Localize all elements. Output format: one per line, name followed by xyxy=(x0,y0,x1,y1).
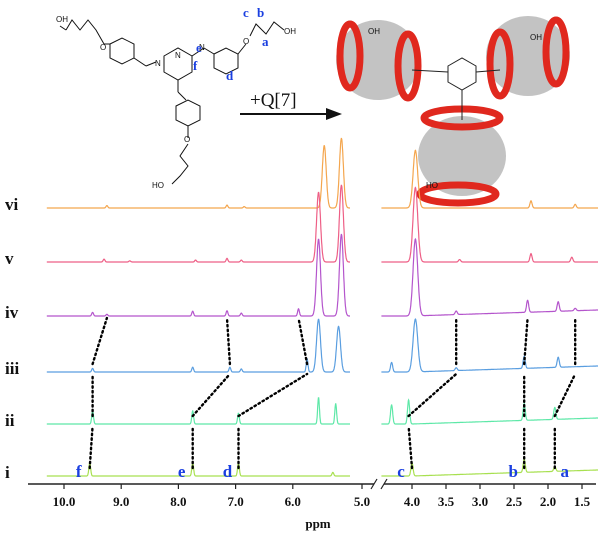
spectrum-line-vi-left xyxy=(46,137,350,209)
peak-label-e: e xyxy=(178,462,186,481)
cucurbituril-cage-right xyxy=(486,16,570,100)
shift-link-0-0 xyxy=(88,424,94,470)
reaction-scheme: OH O N N N O OH O HO a b c d e f +Q[7] xyxy=(56,5,570,207)
shift-correlation-lines xyxy=(88,316,577,470)
cooh-label-cage-left: OH xyxy=(368,27,380,36)
shift-link-3-1 xyxy=(407,372,458,418)
x-tick-label: 10.0 xyxy=(53,494,76,509)
axis-break-mark xyxy=(370,478,388,490)
spectrum-i xyxy=(46,458,598,477)
shift-link-3-0 xyxy=(407,424,414,470)
cooh-label-left: OH xyxy=(56,15,68,24)
x-axis-label: ppm xyxy=(305,516,330,531)
shift-link-4-2 xyxy=(523,316,529,366)
peak-label-b: b xyxy=(508,462,517,481)
spectra-plot xyxy=(46,137,598,477)
x-tick-label: 2.0 xyxy=(540,494,556,509)
x-tick-label: 8.0 xyxy=(170,494,186,509)
cooh-label-cage-right: OH xyxy=(530,33,542,42)
o-label-bottom: O xyxy=(184,135,190,144)
n-label-3: N xyxy=(199,43,205,52)
spectrum-line-iv-right xyxy=(381,237,598,317)
spectrum-line-ii-left xyxy=(46,397,350,425)
n-label-2: N xyxy=(175,51,181,60)
series-label-iii: iii xyxy=(5,359,19,378)
x-tick-label: 6.0 xyxy=(285,494,301,509)
x-tick-label: 2.5 xyxy=(506,494,523,509)
spectrum-line-iii-right xyxy=(381,318,598,373)
series-label-ii: ii xyxy=(5,411,15,430)
spectrum-line-v-left xyxy=(46,184,350,263)
cucurbituril-cage-left xyxy=(336,20,422,102)
x-tick-label: 5.0 xyxy=(354,494,370,509)
x-axis: 10.0 9.0 8.0 7.0 6.0 5.0 4.0 3.5 3.0 2.5 2.0 1.5 pp… xyxy=(28,478,596,531)
peak-label-c: c xyxy=(397,462,405,481)
series-label-vi: vi xyxy=(5,195,19,214)
spectrum-line-ii-right xyxy=(381,398,598,425)
shift-link-0-2 xyxy=(91,316,109,366)
complex-structure: OH OH HO xyxy=(336,16,570,207)
site-labels: a b c d e f xyxy=(193,5,269,83)
shift-link-2-1 xyxy=(237,372,309,418)
spectrum-v xyxy=(46,184,598,263)
spectrum-line-iv-left xyxy=(46,233,350,317)
series-label-v: v xyxy=(5,249,14,268)
x-tick-label: 3.5 xyxy=(438,494,455,509)
free-ligand-structure xyxy=(59,19,285,185)
spectrum-line-i-left xyxy=(46,462,350,477)
spectrum-vi xyxy=(46,137,598,209)
reaction-label: +Q[7] xyxy=(250,90,297,111)
spectrum-iii xyxy=(46,318,598,373)
spectrum-line-iii-left xyxy=(46,318,350,373)
peak-label-d: d xyxy=(223,462,233,481)
shift-link-1-2 xyxy=(225,316,232,366)
shift-link-2-2 xyxy=(297,316,309,366)
shift-link-1-1 xyxy=(191,372,232,418)
series-label-i: i xyxy=(5,463,10,482)
site-label-a: a xyxy=(262,34,269,49)
spectrum-line-vi-right xyxy=(381,149,598,209)
site-label-b: b xyxy=(257,5,264,20)
structure-atom-labels: OH O N N N O OH O HO xyxy=(56,15,296,190)
reaction-arrow: +Q[7] xyxy=(240,90,342,120)
spectrum-ii xyxy=(46,397,598,425)
cooh-label-right: OH xyxy=(284,27,296,36)
n-label-1: N xyxy=(155,59,161,68)
site-label-e: e xyxy=(196,40,202,55)
ho-label-bottom: HO xyxy=(152,181,164,190)
site-label-c: c xyxy=(243,5,249,20)
spectrum-iv xyxy=(46,233,598,317)
site-label-f: f xyxy=(193,58,198,73)
site-label-d: d xyxy=(226,68,234,83)
spectrum-line-i-right xyxy=(381,458,598,477)
spectrum-line-v-right xyxy=(381,186,598,263)
series-label-iv: iv xyxy=(5,303,19,322)
ho-label-cage-bottom: HO xyxy=(426,181,438,190)
peak-label-f: f xyxy=(76,462,82,481)
x-tick-label: 9.0 xyxy=(113,494,129,509)
cucurbituril-cage-bottom xyxy=(416,105,506,207)
shift-link-5-1 xyxy=(553,372,577,418)
o-label-left: O xyxy=(100,43,106,52)
x-tick-label: 3.0 xyxy=(472,494,488,509)
peak-label-a: a xyxy=(561,462,570,481)
x-axis-ticks: 10.0 9.0 8.0 7.0 6.0 5.0 4.0 3.5 3.0 2.5 2.0 1.5 xyxy=(53,484,591,509)
x-tick-label: 7.0 xyxy=(227,494,243,509)
o-label-right: O xyxy=(243,37,249,46)
x-tick-label: 4.0 xyxy=(404,494,420,509)
x-tick-label: 1.5 xyxy=(574,494,591,509)
